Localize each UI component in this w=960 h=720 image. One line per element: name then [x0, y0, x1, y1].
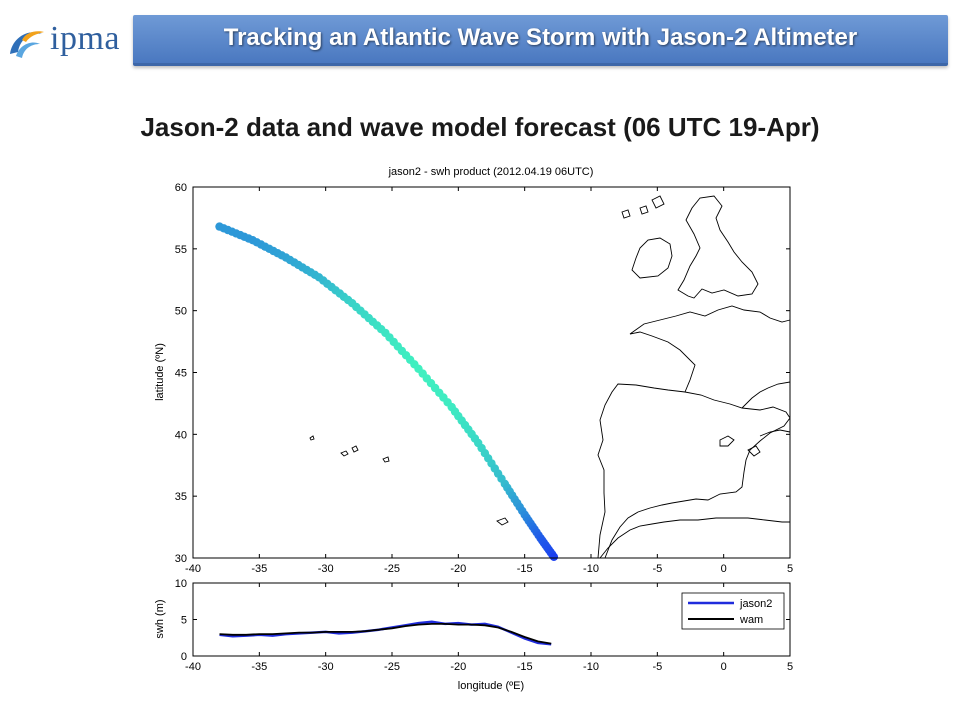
x-tick-label: -20	[450, 661, 466, 673]
map-y-axis-label: latitude (ºN)	[154, 343, 166, 401]
x-tick-label: -30	[318, 661, 334, 673]
map-y-ticks: 30 35 40 45 50 55 60	[175, 182, 790, 565]
x-tick-label: -35	[251, 563, 267, 575]
x-tick-label: 0	[721, 661, 727, 673]
swh-legend: jason2 wam	[681, 592, 785, 630]
logo-text: ipma	[50, 20, 120, 57]
x-tick-label: -10	[583, 563, 599, 575]
slide-title: Jason-2 data and wave model forecast (06…	[140, 112, 820, 142]
x-tick-label: -25	[384, 661, 400, 673]
y-tick-label: 35	[175, 491, 187, 503]
swh-y-axis-label: swh (m)	[154, 599, 166, 638]
y-tick-label: 55	[175, 244, 187, 256]
x-tick-label: -10	[583, 661, 599, 673]
x-tick-label: 5	[787, 661, 793, 673]
legend-box	[681, 592, 785, 630]
wave-logo-icon	[10, 31, 44, 58]
map-x-ticks: -40 -35 -30 -25 -20 -15 -10 -5 0 5	[185, 187, 793, 575]
y-tick-label: 45	[175, 368, 187, 380]
y-tick-label: 10	[175, 578, 187, 590]
x-tick-label: -40	[185, 563, 201, 575]
title-banner: Tracking an Atlantic Wave Storm with Jas…	[133, 15, 948, 66]
swh-series	[219, 620, 552, 646]
x-tick-label: -15	[517, 563, 533, 575]
series-line-wam	[219, 623, 552, 645]
x-tick-label: 5	[787, 563, 793, 575]
y-tick-label: 40	[175, 429, 187, 441]
swh-x-ticks: -40 -35 -30 -25 -20 -15 -10 -5 0 5	[185, 583, 793, 673]
x-tick-label: 0	[721, 563, 727, 575]
x-tick-label: -5	[652, 563, 662, 575]
y-tick-label: 0	[181, 651, 187, 663]
swh-x-axis-label: longitude (ºE)	[458, 680, 524, 692]
legend-label-wam: wam	[739, 614, 763, 626]
series-line-jason2	[219, 620, 552, 646]
x-tick-label: -15	[517, 661, 533, 673]
map-coastline	[309, 195, 791, 559]
map-track	[215, 222, 559, 561]
swh-y-ticks: 0 5 10	[175, 578, 790, 663]
track-point	[549, 552, 559, 561]
y-tick-label: 50	[175, 306, 187, 318]
legend-label-jason2: jason2	[739, 598, 772, 610]
x-tick-label: -40	[185, 661, 201, 673]
banner-title: Tracking an Atlantic Wave Storm with Jas…	[223, 24, 858, 51]
x-tick-label: -35	[251, 661, 267, 673]
ipma-logo: ipma	[6, 18, 136, 66]
map-axes-frame	[192, 186, 791, 559]
y-tick-label: 5	[181, 615, 187, 627]
y-tick-label: 60	[175, 182, 187, 194]
y-tick-label: 30	[175, 553, 187, 565]
x-tick-label: -5	[652, 661, 662, 673]
map-chart-title: jason2 - swh product (2012.04.19 06UTC)	[388, 166, 594, 178]
x-tick-label: -25	[384, 563, 400, 575]
x-tick-label: -20	[450, 563, 466, 575]
x-tick-label: -30	[318, 563, 334, 575]
